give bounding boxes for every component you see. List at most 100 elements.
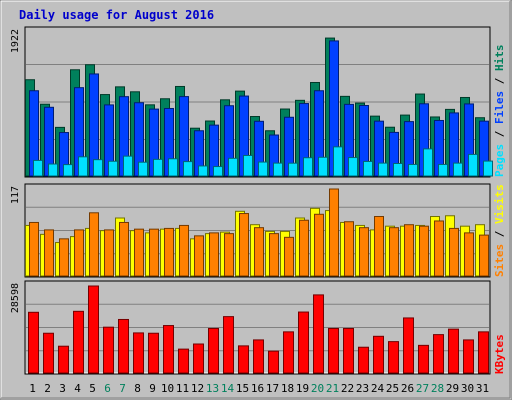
bar-sites-day-7 <box>119 221 129 277</box>
bar-kbytes-day-21 <box>328 327 339 374</box>
x-tick-day-28: 28 <box>431 382 444 395</box>
bar-sites-day-19 <box>299 219 309 277</box>
x-tick-day-9: 9 <box>149 382 156 395</box>
bar-kbytes-day-26 <box>403 317 414 374</box>
bar-kbytes-day-17 <box>268 350 279 374</box>
bar-pages-day-11 <box>183 161 193 177</box>
x-tick-day-4: 4 <box>74 382 81 395</box>
bar-sites-day-24 <box>374 216 384 277</box>
bar-sites-day-6 <box>104 229 114 277</box>
bar-sites-day-15 <box>239 213 249 277</box>
bar-pages-day-18 <box>288 162 298 177</box>
x-tick-day-7: 7 <box>119 382 126 395</box>
x-axis-day-labels: 1 2 3 4 5 6 7 8 9 10 11 12 13 14 15 16 17 18 19 20 21 22 23 24 2… <box>29 382 489 395</box>
bar-kbytes-day-11 <box>178 348 189 374</box>
legend-separator: / <box>493 71 506 91</box>
bar-sites-day-11 <box>179 224 189 277</box>
bar-sites-day-9 <box>149 228 159 277</box>
bar-kbytes-day-4 <box>73 310 84 374</box>
x-tick-day-15: 15 <box>236 382 249 395</box>
bar-sites-day-10 <box>164 227 174 277</box>
panel-legend: KBytes <box>493 334 506 374</box>
bar-kbytes-day-31 <box>478 331 489 374</box>
bar-sites-day-25 <box>389 227 399 277</box>
x-tick-day-31: 31 <box>476 382 489 395</box>
legend-kbytes: KBytes <box>493 334 506 374</box>
bar-kbytes-day-5 <box>88 285 99 374</box>
bar-pages-day-27 <box>423 148 433 177</box>
bar-pages-day-14 <box>228 157 238 177</box>
bar-sites-day-20 <box>314 213 324 277</box>
bar-kbytes-day-25 <box>388 341 399 374</box>
x-tick-day-16: 16 <box>251 382 264 395</box>
bar-pages-day-15 <box>243 154 253 177</box>
bar-pages-day-9 <box>153 158 163 177</box>
bar-pages-day-28 <box>438 163 448 177</box>
series-kbytes <box>28 285 489 374</box>
bar-kbytes-day-27 <box>418 344 429 374</box>
x-tick-day-6: 6 <box>104 382 111 395</box>
x-tick-day-12: 12 <box>191 382 204 395</box>
legend-separator: / <box>493 224 506 244</box>
bar-sites-day-27 <box>419 225 429 277</box>
x-tick-day-1: 1 <box>29 382 36 395</box>
panel-scale-label: 117 <box>10 186 21 204</box>
bar-pages-day-19 <box>303 157 313 177</box>
panel-scale-label: 1922 <box>10 29 21 53</box>
bar-pages-day-17 <box>273 162 283 177</box>
x-tick-day-2: 2 <box>44 382 51 395</box>
bar-sites-day-16 <box>254 227 264 277</box>
legend-hits: Hits <box>493 45 506 72</box>
bar-pages-day-12 <box>198 165 208 177</box>
bar-sites-day-13 <box>209 232 219 277</box>
bar-kbytes-day-16 <box>253 339 264 374</box>
bar-kbytes-day-15 <box>238 345 249 374</box>
bar-sites-day-28 <box>434 220 444 277</box>
x-tick-day-3: 3 <box>59 382 66 395</box>
bar-sites-day-18 <box>284 236 294 277</box>
x-tick-day-20: 20 <box>311 382 324 395</box>
series-pages <box>33 146 493 177</box>
bar-kbytes-day-29 <box>448 328 459 374</box>
bar-pages-day-4 <box>78 156 88 177</box>
bar-sites-day-5 <box>89 212 99 277</box>
legend-separator: / <box>493 124 506 144</box>
bar-sites-day-29 <box>449 227 459 277</box>
x-tick-day-8: 8 <box>134 382 141 395</box>
x-tick-day-10: 10 <box>161 382 174 395</box>
legend-visits: Visits <box>493 184 506 224</box>
bar-kbytes-day-9 <box>148 332 159 374</box>
panel-hits-files-pages: 1922 Pages / Files / Hits <box>10 26 506 178</box>
legend-sites: Sites <box>493 244 506 277</box>
bar-sites-day-26 <box>404 224 414 277</box>
x-tick-day-19: 19 <box>296 382 309 395</box>
x-tick-day-23: 23 <box>356 382 369 395</box>
bar-pages-day-24 <box>378 162 388 177</box>
bar-pages-day-20 <box>318 156 328 177</box>
bar-pages-day-10 <box>168 158 178 177</box>
bar-sites-day-22 <box>344 221 354 277</box>
bar-pages-day-25 <box>393 162 403 177</box>
bar-pages-day-7 <box>123 155 133 177</box>
x-tick-day-21: 21 <box>326 382 339 395</box>
bar-sites-day-14 <box>224 233 234 277</box>
x-tick-day-18: 18 <box>281 382 294 395</box>
bar-kbytes-day-12 <box>193 343 204 374</box>
bar-sites-day-17 <box>269 233 279 277</box>
bar-pages-day-26 <box>408 163 418 177</box>
panel-kbytes: 28598 KBytes <box>10 280 506 375</box>
bar-sites-day-2 <box>44 229 54 277</box>
bar-pages-day-2 <box>48 163 58 177</box>
bar-sites-day-12 <box>194 235 204 277</box>
bar-kbytes-day-2 <box>43 332 54 374</box>
bar-sites-day-23 <box>359 227 369 277</box>
x-tick-day-22: 22 <box>341 382 354 395</box>
series-sites <box>29 188 489 277</box>
panel-scale-label: 28598 <box>10 283 21 313</box>
bar-kbytes-day-22 <box>343 327 354 374</box>
bar-sites-day-3 <box>59 238 69 277</box>
bar-sites-day-4 <box>74 229 84 277</box>
x-tick-day-25: 25 <box>386 382 399 395</box>
